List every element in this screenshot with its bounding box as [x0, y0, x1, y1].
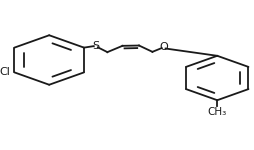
- Text: Cl: Cl: [0, 67, 11, 77]
- Text: O: O: [159, 42, 167, 52]
- Text: S: S: [92, 41, 99, 51]
- Text: CH₃: CH₃: [207, 107, 226, 117]
